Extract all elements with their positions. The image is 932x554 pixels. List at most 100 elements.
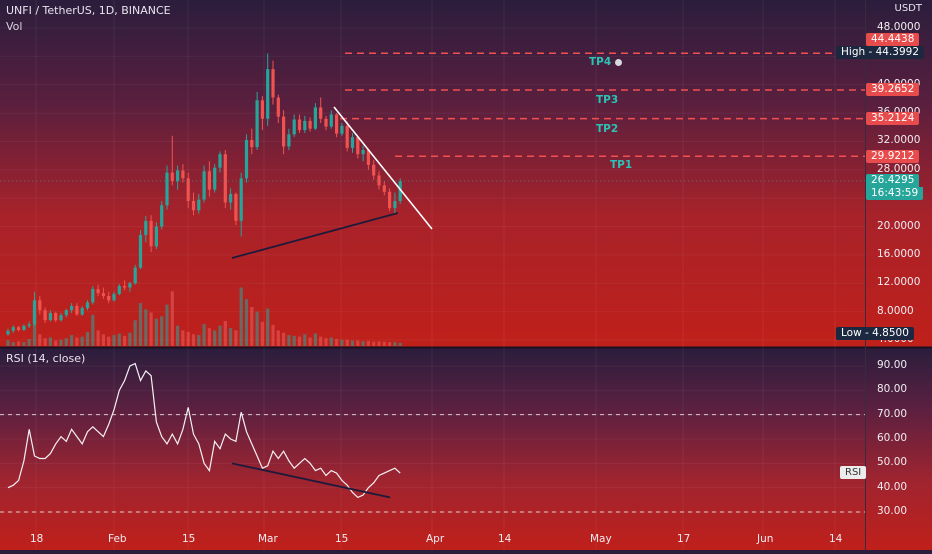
candle-body <box>207 171 211 190</box>
support-trendline <box>231 212 399 259</box>
price-tick-label: 12.0000 <box>877 276 921 289</box>
candle-body <box>17 327 21 331</box>
volume-bar <box>372 341 376 346</box>
candle-body <box>361 149 365 155</box>
candle-body <box>329 114 333 127</box>
volume-bar <box>112 335 116 346</box>
volume-bar <box>282 332 286 346</box>
volume-bar <box>303 334 307 346</box>
time-tick-label: 14 <box>498 533 512 545</box>
candle-body <box>91 288 95 303</box>
current-price-tag[interactable]: 26.4295 <box>866 174 920 187</box>
volume-indicator-label[interactable]: Vol <box>6 20 23 33</box>
tp2-price-tag[interactable]: 35.2124 <box>866 112 920 125</box>
volume-bar <box>398 342 402 346</box>
candle-body <box>292 119 296 135</box>
candle-body <box>117 286 121 294</box>
candle-body <box>11 327 15 331</box>
candle-body <box>144 220 148 236</box>
resistance-trendline <box>333 106 433 230</box>
candle-body <box>197 199 201 211</box>
candle-body <box>128 283 132 288</box>
candle-body <box>282 116 286 147</box>
candle-body <box>123 286 127 288</box>
time-tick-label: 18 <box>30 533 44 545</box>
volume-bar <box>276 330 280 346</box>
rsi-tick-label: 50.00 <box>877 456 908 469</box>
volume-bar <box>239 287 243 346</box>
volume-bar <box>96 330 100 346</box>
price-tick-label: 48.0000 <box>877 21 921 33</box>
candle-body <box>54 313 58 321</box>
volume-bar <box>32 310 37 346</box>
candle-body <box>101 293 105 297</box>
candle-body <box>350 137 355 148</box>
candle-body <box>43 310 47 321</box>
volume-bar <box>43 338 47 346</box>
price-tick-label: 20.0000 <box>877 219 921 232</box>
candle-body <box>75 305 79 315</box>
rsi-value-badge[interactable]: RSI <box>840 466 867 479</box>
candle-body <box>234 193 238 221</box>
candle-body <box>319 107 323 119</box>
candle-body <box>85 302 90 309</box>
candle-body <box>308 120 312 129</box>
rsi-tick-label: 90.00 <box>877 359 908 371</box>
rsi-tick-label: 70.00 <box>877 407 908 420</box>
high-marker[interactable]: High - 44.3992 <box>836 46 925 59</box>
volume-bar <box>48 337 52 346</box>
volume-bar <box>388 342 392 346</box>
tp3-price-tag[interactable]: 39.2652 <box>866 83 920 96</box>
candle-body <box>255 100 259 148</box>
candle-body <box>38 300 42 311</box>
volume-bar <box>11 342 15 346</box>
candle-body <box>271 69 275 98</box>
candle-body <box>70 305 74 311</box>
volume-bar <box>197 335 201 346</box>
rsi-indicator-label[interactable]: RSI (14, close) <box>6 352 86 365</box>
volume-bar <box>186 331 190 346</box>
bar-countdown: 16:43:59 <box>866 187 924 200</box>
time-tick-label: Mar <box>258 533 278 545</box>
time-tick-label: Jun <box>757 533 774 545</box>
volume-bar <box>324 338 328 346</box>
candle-body <box>297 119 302 131</box>
candle-body <box>213 167 217 190</box>
volume-bar <box>292 335 296 346</box>
rsi-tick-label: 80.00 <box>877 383 908 396</box>
candle-body <box>133 267 137 284</box>
candle-body <box>372 164 376 176</box>
candle-body <box>239 178 243 221</box>
candle-body <box>345 125 349 148</box>
volume-bar <box>260 321 264 346</box>
symbol-title[interactable]: UNFI / TetherUS, 1D, BINANCE <box>6 4 171 17</box>
candle-body <box>170 172 174 182</box>
tp4-price-tag[interactable]: 44.4438 <box>866 33 920 46</box>
rsi-line <box>7 362 401 499</box>
candle-body <box>393 201 397 209</box>
candle-body <box>324 118 328 127</box>
volume-bar <box>64 338 68 346</box>
rsi-divergence-line <box>231 462 391 499</box>
volume-bar <box>340 339 344 346</box>
candle-body <box>250 140 254 148</box>
tp3-label: TP3 <box>596 94 619 106</box>
candle-body <box>229 193 233 203</box>
volume-bar <box>160 316 164 346</box>
candle-body <box>154 226 158 247</box>
volume-bar <box>345 339 349 346</box>
volume-bar <box>271 324 275 346</box>
volume-bar <box>144 309 148 346</box>
volume-bar <box>313 333 317 346</box>
candle-body <box>48 313 52 321</box>
volume-bar <box>229 328 233 346</box>
low-marker[interactable]: Low - 4.8500 <box>836 327 914 340</box>
candle-body <box>59 315 63 321</box>
tp1-price-tag[interactable]: 29.9212 <box>866 150 920 163</box>
candle-body <box>165 172 169 206</box>
candle-body <box>313 107 317 129</box>
volume-bar <box>22 342 26 346</box>
volume-bar <box>287 335 291 346</box>
